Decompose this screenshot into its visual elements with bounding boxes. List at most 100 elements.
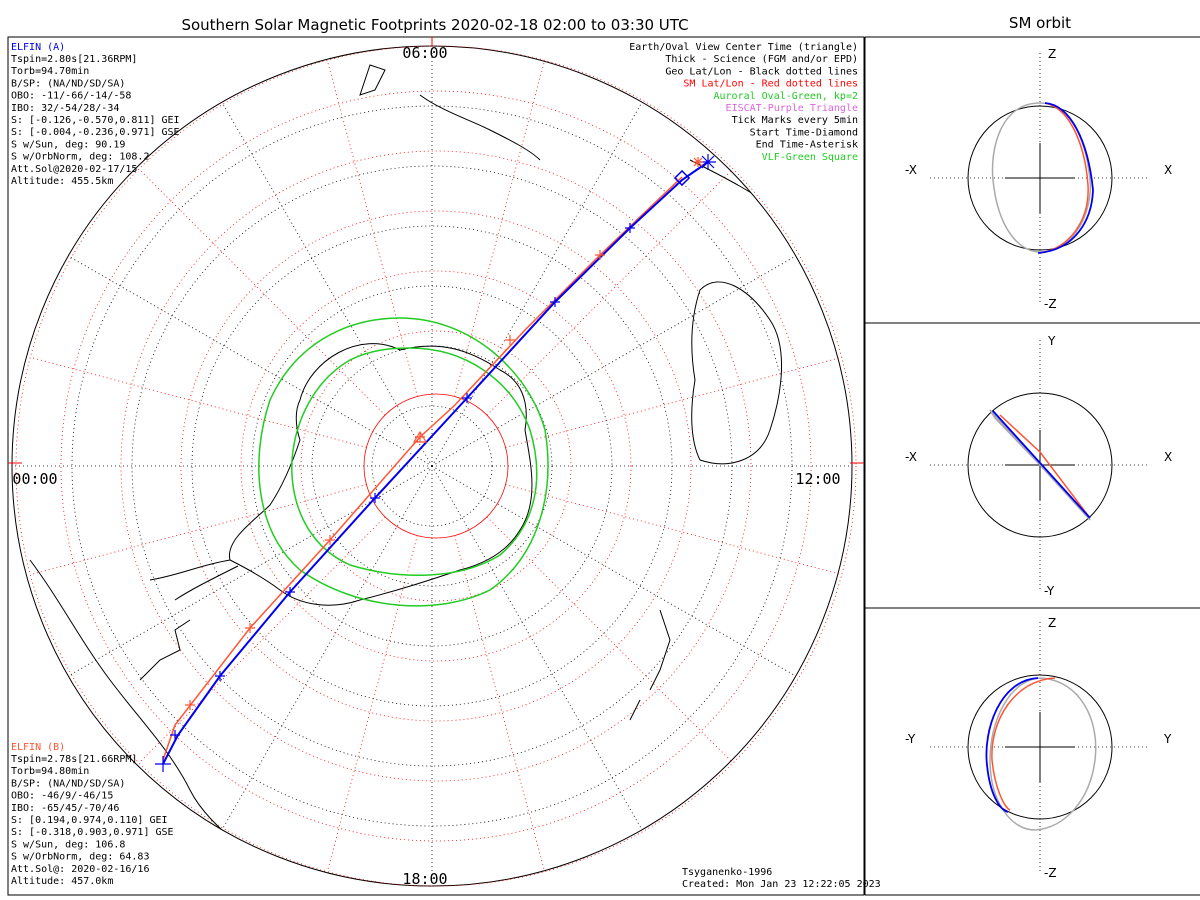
orbit-track-a [985,677,1039,813]
sm-lat-circle [363,393,509,539]
legend-entry: SM Lat/Lon - Red dotted lines [683,79,858,90]
orbit-label-down: -Y [1044,584,1055,598]
elfin-b-info: ELFIN (B) Tspin=2.78s[21.66RPM]Torb=94.8… [11,742,174,887]
info-line: S: [0.194,0.974,0.110] GEI [11,815,168,826]
chart-title: Southern Solar Magnetic Footprints 2020-… [181,16,688,34]
mlt-label-00: 00:00 [12,470,57,488]
orbit-panel: Z -Z -Y Y [905,616,1172,880]
orbit-panels: Z -Z -X X Y -Y -X X Z -Z -Y Y [905,47,1172,880]
sm-meridian [138,516,386,764]
orbit-track-b [991,677,1056,811]
legend-entry: Start Time-Diamond [750,127,858,138]
orbit-label-right: Y [1163,732,1172,746]
info-line: OBO: -46/9/-46/15 [11,791,113,802]
elfin-b-title: ELFIN (B) [11,742,65,753]
asia-coast [689,159,846,311]
new-zealand-coast [629,609,671,721]
info-line: Tspin=2.80s[21.36RPM] [11,54,137,65]
orbit-track-b [999,414,1091,519]
tick-mark [215,671,225,681]
start-diamond-marker [673,169,691,187]
orbit-label-up: Z [1048,616,1056,630]
orbit-panel: Z -Z -X X [905,47,1172,311]
geo-latlon-grid [12,46,852,886]
australia-coast [691,281,782,465]
antarctic-peninsula [149,559,239,601]
orbit-label-up: Z [1048,47,1056,61]
sm-lat-circle [240,270,632,662]
created-timestamp: Created: Mon Jan 23 12:22:05 2023 [682,879,881,890]
africa-coast [419,94,541,161]
geo-meridian [431,255,796,467]
elfin-a-title: ELFIN (A) [11,42,65,53]
orbit-panel: Y -Y -X X [905,334,1172,598]
south-america-tip [139,619,191,681]
tick-mark [550,297,560,307]
elfin-b-footprint [162,176,683,761]
legend-entry: Auroral Oval-Green, kp=2 [714,91,859,102]
info-line: Torb=94.70min [11,66,89,77]
info-line: S: [-0.004,-0.236,0.971] GSE [11,127,180,138]
geo-meridian [431,465,796,677]
mlt-label-18: 18:00 [402,870,447,888]
tick-mark [625,223,635,233]
geo-meridian [221,102,433,467]
coastlines [29,64,846,846]
info-line: IBO: -65/45/-70/46 [11,803,119,814]
tick-mark [595,250,605,260]
elfin-a-footprint [162,161,709,765]
sm-meridian [454,60,546,397]
auroral-oval-outer [258,317,549,607]
end-asterisk-a-south [155,756,171,772]
info-line: OBO: -11/-66/-14/-58 [11,91,131,102]
end-asterisk-b [693,157,703,167]
tick-mark [170,730,180,740]
sm-meridian [138,168,386,416]
orbit-label-right: X [1164,450,1172,464]
mlt-label-12: 12:00 [795,470,840,488]
geo-meridian [431,465,643,830]
orbit-label-left: -Y [905,732,916,746]
model-credit: Tsyganenko-1996 [682,867,772,878]
tick-mark [462,393,472,403]
orbit-label-left: -X [905,163,917,177]
elfin-b-ticks [185,250,605,710]
elfin-a-info: ELFIN (A) Tspin=2.80s[21.36RPM]Torb=94.7… [11,42,180,187]
view-center-triangle [412,430,428,443]
legend-entry: Thick - Science (FGM and/or EPD) [665,54,858,65]
madagascar-coast [359,64,386,96]
info-line: S: [-0.318,0.903,0.971] GSE [11,827,174,838]
legend-entry: End Time-Asterisk [756,140,858,151]
orbit-label-right: X [1164,163,1172,177]
orbit-track-gray [989,677,1097,831]
info-line: Torb=94.80min [11,766,89,777]
info-line: S w/OrbNorm, deg: 108.2 [11,152,149,163]
tick-mark [285,587,295,597]
info-line: Tspin=2.78s[21.66RPM] [11,754,137,765]
tick-mark [370,493,380,503]
elfin-a-ticks [170,223,635,740]
sm-meridian [326,60,418,397]
orbit-label-down: -Z [1044,866,1057,880]
sm-meridian [486,168,734,416]
sm-meridian [505,484,842,576]
info-line: B/SP: (NA/ND/SD/SA) [11,78,125,89]
info-line: Altitude: 455.5km [11,176,113,187]
legend: Earth/Oval View Center Time (triangle)Th… [629,42,858,163]
info-line: Att.Sol@: 2020-02-16/16 [11,864,149,875]
auroral-oval-inner [291,347,538,576]
info-line: Att.Sol@2020-02-17/15 [11,164,137,175]
info-line: B/SP: (NA/ND/SD/SA) [11,778,125,789]
orbit-label-down: -Z [1044,297,1057,311]
tick-mark [245,623,255,633]
legend-entry: Tick Marks every 5min [732,115,858,126]
info-line: Altitude: 457.0km [11,876,113,887]
orbit-label-up: Y [1047,334,1056,348]
legend-entry: VLF-Green Square [762,152,858,163]
legend-entry: EISCAT-Purple Triangle [726,103,858,114]
info-line: S w/Sun, deg: 90.19 [11,139,125,150]
end-asterisk-a [700,154,716,170]
info-line: IBO: 32/-54/28/-34 [11,103,119,114]
tick-mark [185,700,195,710]
